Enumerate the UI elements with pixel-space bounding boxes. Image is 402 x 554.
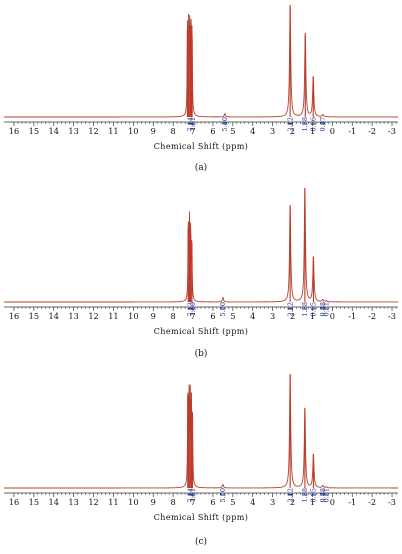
spectrum-trace — [4, 374, 398, 489]
integral-label: 5.50 — [219, 302, 227, 316]
x-tick-label: 5 — [230, 311, 235, 321]
x-tick-label: 12 — [88, 126, 98, 136]
integral-label: 1.38 — [301, 117, 309, 131]
x-tick-label: -3 — [388, 311, 396, 321]
x-tick-label: 3 — [270, 126, 275, 136]
x-tick-label: 2 — [290, 497, 295, 507]
x-tick-label: -1 — [348, 311, 356, 321]
x-tick-label: 9 — [151, 311, 156, 321]
x-tick-label: 3 — [270, 497, 275, 507]
x-tick-label: 0 — [330, 126, 335, 136]
x-tick-label: 6 — [210, 126, 215, 136]
x-tick-label: 1 — [310, 311, 315, 321]
x-tick-label: -2 — [368, 126, 376, 136]
spectrum-panel-2: 16 15 14 13 12 11 10 9 8 7 6 5 4 3 2 1 0 -1 -2 -37.137.00 5.… — [4, 187, 398, 359]
x-axis-title: Chemical Shift (ppm) — [154, 327, 248, 336]
x-tick-label: 5 — [230, 126, 235, 136]
x-tick-label: 15 — [29, 311, 39, 321]
integral-label: 0.95 — [310, 302, 318, 316]
integral-label: 0.47 — [319, 117, 327, 131]
integral-label: 2.12 — [286, 117, 294, 131]
x-tick-label: 0 — [330, 311, 335, 321]
x-tick-label: 4 — [250, 126, 255, 136]
x-tick-label: 2 — [290, 126, 295, 136]
x-tick-label: -2 — [368, 497, 376, 507]
integral-label: 0.96 — [309, 117, 317, 131]
x-tick-label: 11 — [108, 126, 118, 136]
x-tick-label: 2 — [290, 311, 295, 321]
x-tick-label: 12 — [88, 497, 98, 507]
x-axis-title: Chemical Shift (ppm) — [154, 513, 248, 522]
x-tick-label: 0 — [330, 497, 335, 507]
spectrum-trace — [4, 187, 398, 303]
integral-label: 7.00 — [189, 302, 197, 316]
panel-label: (b) — [195, 348, 208, 359]
x-tick-label: 13 — [68, 126, 78, 136]
x-tick-label: 13 — [68, 311, 78, 321]
x-tick-label: 7 — [190, 126, 195, 136]
x-tick-label: 10 — [128, 497, 138, 507]
x-tick-label: 1 — [310, 126, 315, 136]
panel-label: (c) — [195, 536, 207, 547]
integral-label: 0.48 — [319, 488, 327, 502]
x-tick-label: 6 — [210, 497, 215, 507]
integral-label: 7.01 — [189, 488, 197, 502]
integral-label: 5.40 — [221, 117, 229, 131]
x-tick-label: -1 — [348, 497, 356, 507]
integral-label: 0.31 — [322, 302, 330, 316]
x-tick-label: 14 — [49, 311, 59, 321]
integral-label: 1.38 — [301, 302, 309, 316]
x-tick-label: 14 — [49, 126, 59, 136]
x-tick-label: 16 — [9, 311, 19, 321]
x-tick-label: 16 — [9, 126, 19, 136]
x-tick-label: 16 — [9, 497, 19, 507]
x-tick-label: 4 — [250, 497, 255, 507]
x-tick-label: 10 — [128, 126, 138, 136]
integral-label: 2.12 — [286, 302, 294, 316]
integral-label: 5.50 — [219, 488, 227, 502]
integral-label: 0.48 — [319, 302, 327, 316]
x-tick-label: -3 — [388, 497, 396, 507]
integral-label: 7.01 — [189, 117, 197, 131]
x-tick-label: 8 — [171, 311, 176, 321]
x-tick-label: 8 — [171, 126, 176, 136]
integral-label: 1.38 — [301, 488, 309, 502]
x-tick-label: -1 — [348, 126, 356, 136]
spectrum-panel-1: 16 15 14 13 12 11 10 9 8 7 6 5 4 3 2 1 0 -1 -2 -37.147.01 5.… — [4, 5, 398, 173]
x-tick-label: 8 — [171, 497, 176, 507]
x-tick-label: -3 — [388, 126, 396, 136]
x-tick-label: 13 — [68, 497, 78, 507]
x-tick-label: 10 — [128, 311, 138, 321]
integral-label: 0.95 — [310, 488, 318, 502]
x-tick-label: 15 — [29, 497, 39, 507]
x-tick-label: 3 — [270, 311, 275, 321]
x-tick-label: 11 — [108, 497, 118, 507]
x-tick-label: 15 — [29, 126, 39, 136]
x-tick-label: 5 — [230, 497, 235, 507]
x-tick-label: 1 — [310, 497, 315, 507]
x-tick-label: -2 — [368, 311, 376, 321]
x-tick-label: 4 — [250, 311, 255, 321]
x-tick-label: 11 — [108, 311, 118, 321]
x-tick-label: 7 — [190, 311, 195, 321]
integral-label: 2.12 — [286, 488, 294, 502]
spectrum-trace — [4, 5, 398, 118]
integral-label: 0.31 — [322, 488, 330, 502]
x-axis-title: Chemical Shift (ppm) — [154, 142, 248, 151]
x-tick-label: 9 — [151, 126, 156, 136]
panel-label: (a) — [195, 162, 207, 173]
x-tick-label: 12 — [88, 311, 98, 321]
spectrum-panel-3: 16 15 14 13 12 11 10 9 8 7 6 5 4 3 2 1 0 -1 -2 -37.147.01 5.… — [4, 374, 398, 547]
x-tick-label: 14 — [49, 497, 59, 507]
x-tick-label: 6 — [210, 311, 215, 321]
x-tick-label: 9 — [151, 497, 156, 507]
x-tick-label: 7 — [190, 497, 195, 507]
